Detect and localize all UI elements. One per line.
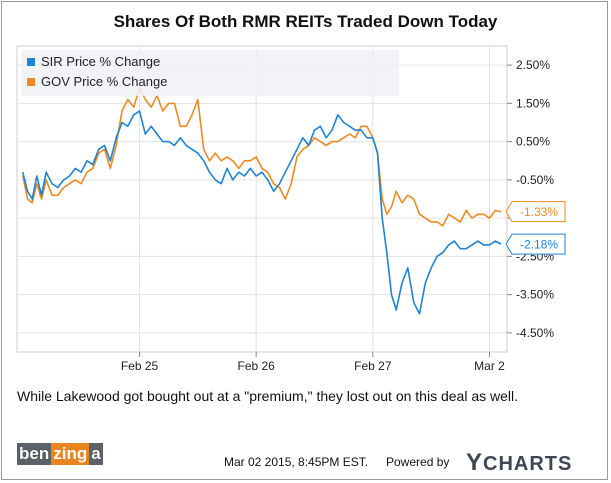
sir-end-label-box [505, 233, 566, 255]
x-axis: Feb 25 Feb 26 Feb 27 Mar 2 [121, 352, 505, 373]
y-tick-label: 1.50% [516, 96, 550, 110]
x-tick-label: Feb 27 [354, 359, 392, 373]
gov-end-label: -1.33% [520, 205, 558, 219]
ycharts-brand-text: CHARTS [483, 453, 573, 475]
plot-area [16, 45, 508, 353]
end-labels: -1.33% -2.18% [505, 201, 566, 255]
ycharts-y-letter: Y [466, 449, 484, 476]
x-tick-label: Feb 26 [237, 359, 275, 373]
sir-series-line [22, 110, 502, 315]
x-tick-label: Mar 2 [474, 359, 505, 373]
series-lines [22, 87, 502, 315]
legend: SIR Price % Change GOV Price % Change [21, 50, 399, 96]
y-tick-label: 0.50% [516, 135, 550, 149]
gov-series-line [22, 87, 502, 227]
chart-title: Shares Of Both RMR REITs Traded Down Tod… [113, 12, 498, 31]
sir-legend-label: SIR Price % Change [41, 54, 160, 69]
logo-part-3: a [89, 443, 103, 465]
logo-part-1: ben [17, 443, 52, 465]
y-tick-label: -0.50% [516, 173, 554, 187]
y-tick-label: -4.50% [516, 326, 554, 340]
y-tick-label: -3.50% [516, 288, 554, 302]
chart-caption: While Lakewood got bought out at a "prem… [17, 388, 518, 404]
y-tick-label: 2.50% [516, 58, 550, 72]
y-axis: 2.50%1.50%0.50%-0.50%-1.50%-2.50%-3.50%-… [507, 58, 554, 340]
logo-part-2: zing [51, 443, 90, 465]
x-tick-label: Feb 25 [121, 359, 159, 373]
sir-end-label: -2.18% [520, 238, 558, 252]
gov-legend-swatch [27, 78, 35, 86]
gridlines [17, 46, 507, 352]
gov-end-label-box [505, 201, 566, 223]
legend-background [21, 50, 399, 96]
sir-legend-swatch [27, 58, 35, 66]
footer-timestamp: Mar 02 2015, 8:45PM EST. [224, 455, 369, 469]
ycharts-logo[interactable]: YCHARTS [466, 449, 572, 477]
benzinga-logo[interactable]: ben zing a [17, 442, 103, 466]
gov-legend-label: GOV Price % Change [41, 74, 167, 89]
powered-by-label: Powered by [386, 455, 450, 469]
